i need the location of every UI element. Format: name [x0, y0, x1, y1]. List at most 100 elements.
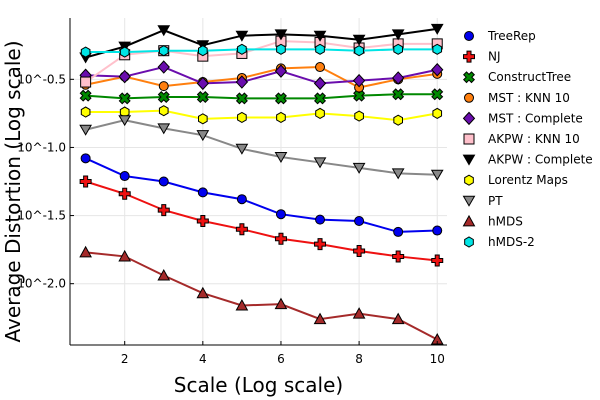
data-point-mst-complete [235, 75, 249, 89]
legend-label-hmds: hMDS [488, 214, 523, 228]
data-point-treerep [236, 194, 247, 205]
data-point-nj [353, 244, 366, 257]
data-point-treerep [158, 176, 169, 187]
legend-marker-pt [462, 195, 476, 207]
data-point-treerep [80, 153, 91, 164]
data-point-constructtree [431, 88, 444, 101]
axes: 2 4 6 8 10 10^-0.5 10^-1.0 10^-1.5 10^-2.0 [17, 18, 447, 366]
legend-label-mst-knn-10: MST : KNN 10 [488, 91, 570, 105]
data-point-constructtree [235, 92, 248, 105]
data-point-hmds-2 [432, 43, 443, 55]
data-point-pt [157, 123, 171, 135]
data-point-pt [391, 168, 405, 180]
data-point-hmds [352, 307, 366, 319]
series-mst-complete [79, 60, 444, 91]
data-point-akpw-complete [391, 29, 405, 41]
series-line-nj [85, 180, 438, 262]
data-point-hmds [235, 298, 249, 311]
legend-entry-pt: PT [462, 194, 503, 208]
series-lorentz-maps [80, 105, 443, 126]
data-point-lorentz-maps [158, 105, 169, 117]
legend-label-akpw-complete: AKPW : Complete [488, 153, 593, 167]
data-point-pt [79, 124, 92, 136]
data-point-hmds-2 [393, 43, 403, 55]
data-point-lorentz-maps [432, 107, 443, 119]
data-point-nj [235, 223, 248, 236]
data-point-hmds-2 [315, 43, 325, 55]
data-point-hmds [118, 249, 132, 262]
data-point-constructtree [157, 91, 170, 104]
legend-entry-hmds: hMDS [462, 214, 523, 228]
data-point-treerep [119, 171, 130, 182]
data-point-nj [274, 232, 287, 245]
data-point-mst-knn-10 [158, 81, 169, 92]
x-tick-label: 2 [121, 352, 129, 366]
data-point-mst-complete [313, 76, 327, 91]
data-point-nj [157, 204, 170, 217]
legend-marker-mst-knn-10 [464, 92, 474, 103]
data-point-lorentz-maps [276, 111, 286, 124]
data-point-nj [196, 215, 209, 228]
data-point-treerep [432, 225, 443, 236]
data-point-treerep [197, 187, 208, 198]
series-line-mst-knn-10 [85, 66, 438, 89]
series-akpw-complete [79, 23, 444, 64]
legend-label-pt: PT [488, 194, 503, 208]
data-point-constructtree [118, 92, 131, 105]
legend-entry-constructtree: ConstructTree [462, 70, 571, 84]
series-hmds-2 [80, 43, 443, 58]
data-point-akpw-complete [430, 23, 444, 35]
data-point-hmds-2 [80, 46, 91, 58]
data-point-lorentz-maps [237, 111, 247, 124]
data-point-hmds-2 [276, 43, 286, 55]
legend-marker-mst-complete [462, 111, 476, 126]
series-layer [79, 23, 444, 345]
series-line-treerep [85, 157, 438, 233]
data-point-akpw-complete [157, 25, 171, 37]
data-point-mst-complete [352, 73, 366, 88]
data-point-mst-complete [118, 69, 131, 84]
legend-marker-akpw-knn-10 [463, 133, 475, 145]
legend-marker-treerep [464, 31, 474, 41]
data-point-hmds-2 [237, 43, 247, 55]
data-point-pt [235, 143, 249, 155]
series-line-akpw-complete [85, 27, 438, 59]
series-line-pt [85, 119, 438, 176]
y-tick-label: 10^-1.0 [17, 140, 66, 154]
legend-marker-lorentz-maps [464, 174, 474, 186]
legend-entry-nj: NJ [463, 50, 501, 64]
series-line-hmds [85, 251, 438, 341]
data-point-hmds [79, 245, 92, 258]
legend-label-mst-complete: MST : Complete [488, 111, 583, 125]
y-axis-title: Average Distortion (Log scale) [1, 40, 25, 342]
data-point-hmds [196, 286, 210, 299]
data-point-hmds-2 [158, 45, 169, 57]
series-treerep [80, 153, 443, 237]
data-point-hmds [313, 312, 327, 325]
data-point-lorentz-maps [80, 106, 91, 118]
data-point-nj [314, 238, 327, 251]
data-point-lorentz-maps [315, 107, 325, 119]
legend-label-akpw-knn-10: AKPW : KNN 10 [488, 132, 580, 146]
data-point-hmds [274, 297, 288, 310]
data-point-constructtree [274, 92, 287, 105]
x-tick-label: 6 [277, 352, 285, 366]
data-point-treerep [275, 209, 286, 220]
series-nj [79, 175, 444, 267]
data-point-akpw-knn-10 [80, 76, 92, 88]
data-point-akpw-complete [352, 34, 366, 46]
legend-entry-hmds-2: hMDS-2 [464, 235, 535, 249]
data-point-hmds-2 [354, 45, 364, 57]
legend-marker-constructtree [462, 71, 476, 84]
series-constructtree [79, 88, 444, 105]
legend-entry-mst-knn-10: MST : KNN 10 [464, 91, 570, 105]
x-tick-label: 8 [355, 352, 363, 366]
data-point-mst-complete [196, 76, 210, 91]
data-point-treerep [315, 214, 326, 225]
x-axis-title: Scale (Log scale) [174, 373, 343, 397]
data-point-akpw-complete [274, 29, 288, 41]
legend-label-constructtree: ConstructTree [488, 70, 571, 84]
legend-entry-akpw-complete: AKPW : Complete [462, 153, 593, 167]
data-point-treerep [393, 226, 404, 237]
